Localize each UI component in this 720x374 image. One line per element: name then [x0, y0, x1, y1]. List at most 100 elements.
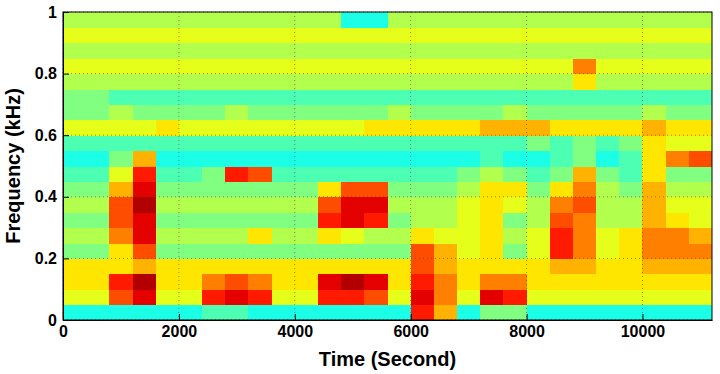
cell — [434, 135, 458, 151]
cell — [689, 27, 712, 43]
cell — [272, 58, 296, 74]
cell — [388, 58, 412, 74]
cell — [295, 74, 319, 90]
y-axis-tick-mark — [63, 320, 69, 321]
cell — [388, 212, 412, 228]
cell — [109, 166, 133, 182]
grid-line-x — [526, 12, 527, 320]
cell — [272, 243, 296, 259]
cell — [225, 58, 249, 74]
cell — [63, 305, 87, 320]
cell — [573, 289, 597, 305]
cell — [527, 243, 551, 259]
cell — [225, 258, 249, 274]
cell — [156, 243, 180, 259]
cell — [642, 181, 666, 197]
cell — [86, 305, 110, 320]
cell — [480, 243, 504, 259]
cell — [596, 166, 620, 182]
cell — [272, 135, 296, 151]
x-axis-tick: 8000 — [509, 314, 545, 340]
chart: 020004000600080001000000.20.40.60.81Time… — [0, 0, 720, 374]
cell — [179, 305, 203, 320]
cell — [642, 12, 666, 28]
cell — [202, 74, 226, 90]
cell — [341, 305, 365, 320]
cell — [318, 135, 342, 151]
cell — [411, 58, 435, 74]
x-axis-tick-mark — [295, 314, 296, 320]
cell — [689, 166, 712, 182]
cell — [86, 274, 110, 290]
cell — [642, 89, 666, 105]
cell — [573, 27, 597, 43]
cell — [364, 289, 388, 305]
cell — [179, 89, 203, 105]
cell — [364, 27, 388, 43]
cell — [619, 135, 643, 151]
cell — [341, 151, 365, 167]
y-axis-tick-label: 0.4 — [35, 188, 57, 205]
cell — [295, 243, 319, 259]
cell — [411, 104, 435, 120]
cell — [248, 151, 272, 167]
cell — [179, 104, 203, 120]
cell — [550, 258, 574, 274]
cell — [248, 74, 272, 90]
cell — [388, 274, 412, 290]
cell — [573, 166, 597, 182]
cell — [457, 243, 481, 259]
cell — [63, 89, 87, 105]
cell — [341, 274, 365, 290]
cell — [63, 274, 87, 290]
cell — [527, 12, 551, 28]
cell — [689, 289, 712, 305]
cell — [295, 120, 319, 136]
x-axis-tick-label: 4000 — [277, 323, 313, 340]
cell — [63, 166, 87, 182]
cell — [109, 258, 133, 274]
cell — [550, 120, 574, 136]
cell — [550, 74, 574, 90]
cell — [341, 197, 365, 213]
cell — [248, 27, 272, 43]
cell — [295, 258, 319, 274]
cell — [388, 243, 412, 259]
cell — [411, 258, 435, 274]
cell — [596, 27, 620, 43]
cell — [573, 104, 597, 120]
cell — [480, 212, 504, 228]
cell — [248, 197, 272, 213]
cell — [109, 181, 133, 197]
cell — [503, 228, 527, 244]
cell — [689, 104, 712, 120]
cell — [434, 120, 458, 136]
cell — [179, 181, 203, 197]
cell — [318, 120, 342, 136]
cell — [133, 181, 157, 197]
cell — [550, 135, 574, 151]
cell — [596, 89, 620, 105]
cell — [689, 120, 712, 136]
cell — [295, 43, 319, 59]
cell — [596, 305, 620, 320]
cell — [295, 151, 319, 167]
cell — [202, 197, 226, 213]
cell — [156, 274, 180, 290]
cell — [527, 305, 551, 320]
cell — [225, 135, 249, 151]
cell — [388, 12, 412, 28]
cell — [689, 89, 712, 105]
y-axis-tick: 0.8 — [35, 65, 69, 82]
cell — [318, 212, 342, 228]
cell — [225, 228, 249, 244]
cell — [248, 289, 272, 305]
cell — [364, 305, 388, 320]
y-axis-title: Frequency (kHz) — [2, 88, 24, 244]
cell — [596, 58, 620, 74]
cell — [295, 135, 319, 151]
cell — [550, 43, 574, 59]
y-axis-tick-mark — [63, 74, 69, 75]
cell — [179, 197, 203, 213]
y-axis-tick: 0.4 — [35, 188, 69, 205]
